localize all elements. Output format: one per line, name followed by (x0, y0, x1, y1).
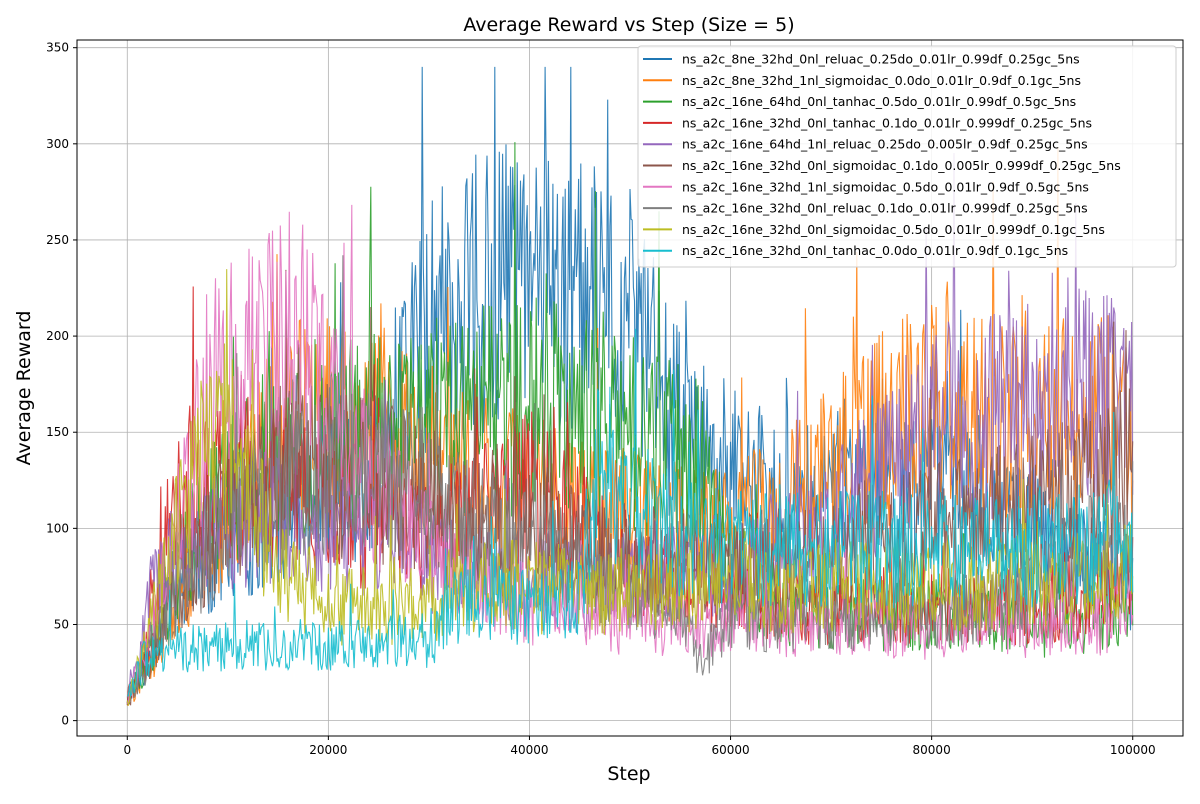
legend-label: ns_a2c_16ne_32hd_1nl_sigmoidac_0.5do_0.0… (682, 179, 1089, 194)
y-tick-label: 150 (46, 425, 69, 439)
legend-label: ns_a2c_16ne_64hd_0nl_tanhac_0.5do_0.01lr… (682, 94, 1076, 109)
legend-item: ns_a2c_16ne_64hd_1nl_reluac_0.25do_0.005… (643, 137, 1088, 152)
legend-label: ns_a2c_16ne_32hd_0nl_tanhac_0.0do_0.01lr… (682, 243, 1068, 258)
legend-item: ns_a2c_16ne_32hd_0nl_sigmoidac_0.5do_0.0… (643, 222, 1105, 237)
legend-label: ns_a2c_8ne_32hd_1nl_sigmoidac_0.0do_0.01… (682, 73, 1081, 88)
legend-item: ns_a2c_16ne_32hd_0nl_sigmoidac_0.1do_0.0… (643, 158, 1121, 173)
y-tick-label: 300 (46, 137, 69, 151)
x-tick-label: 20000 (309, 743, 347, 757)
x-axis-label: Step (607, 763, 650, 785)
x-tick-label: 100000 (1110, 743, 1156, 757)
legend-item: ns_a2c_16ne_64hd_0nl_tanhac_0.5do_0.01lr… (643, 94, 1076, 109)
legend: ns_a2c_8ne_32hd_0nl_reluac_0.25do_0.01lr… (638, 46, 1176, 267)
x-tick-label: 40000 (510, 743, 548, 757)
legend-item: ns_a2c_8ne_32hd_0nl_reluac_0.25do_0.01lr… (643, 52, 1080, 67)
chart-title: Average Reward vs Step (Size = 5) (463, 14, 794, 36)
x-tick-label: 60000 (711, 743, 749, 757)
y-tick-label: 0 (61, 714, 69, 728)
legend-label: ns_a2c_8ne_32hd_0nl_reluac_0.25do_0.01lr… (682, 52, 1080, 67)
legend-label: ns_a2c_16ne_32hd_0nl_sigmoidac_0.5do_0.0… (682, 222, 1105, 237)
legend-label: ns_a2c_16ne_32hd_0nl_sigmoidac_0.1do_0.0… (682, 158, 1121, 173)
legend-label: ns_a2c_16ne_32hd_0nl_tanhac_0.1do_0.01lr… (682, 115, 1092, 130)
legend-item: ns_a2c_16ne_32hd_1nl_sigmoidac_0.5do_0.0… (643, 179, 1089, 194)
legend-item: ns_a2c_16ne_32hd_0nl_reluac_0.1do_0.01lr… (643, 201, 1088, 216)
legend-label: ns_a2c_16ne_32hd_0nl_reluac_0.1do_0.01lr… (682, 201, 1088, 216)
y-tick-label: 350 (46, 41, 69, 55)
legend-item: ns_a2c_8ne_32hd_1nl_sigmoidac_0.0do_0.01… (643, 73, 1081, 88)
x-tick-label: 0 (123, 743, 131, 757)
legend-item: ns_a2c_16ne_32hd_0nl_tanhac_0.0do_0.01lr… (643, 243, 1068, 258)
legend-label: ns_a2c_16ne_64hd_1nl_reluac_0.25do_0.005… (682, 137, 1088, 152)
y-tick-label: 200 (46, 329, 69, 343)
y-tick-label: 100 (46, 521, 69, 535)
legend-item: ns_a2c_16ne_32hd_0nl_tanhac_0.1do_0.01lr… (643, 115, 1092, 130)
x-tick-label: 80000 (913, 743, 951, 757)
y-axis-label: Average Reward (13, 311, 35, 466)
y-tick-label: 250 (46, 233, 69, 247)
y-tick-label: 50 (54, 617, 69, 631)
